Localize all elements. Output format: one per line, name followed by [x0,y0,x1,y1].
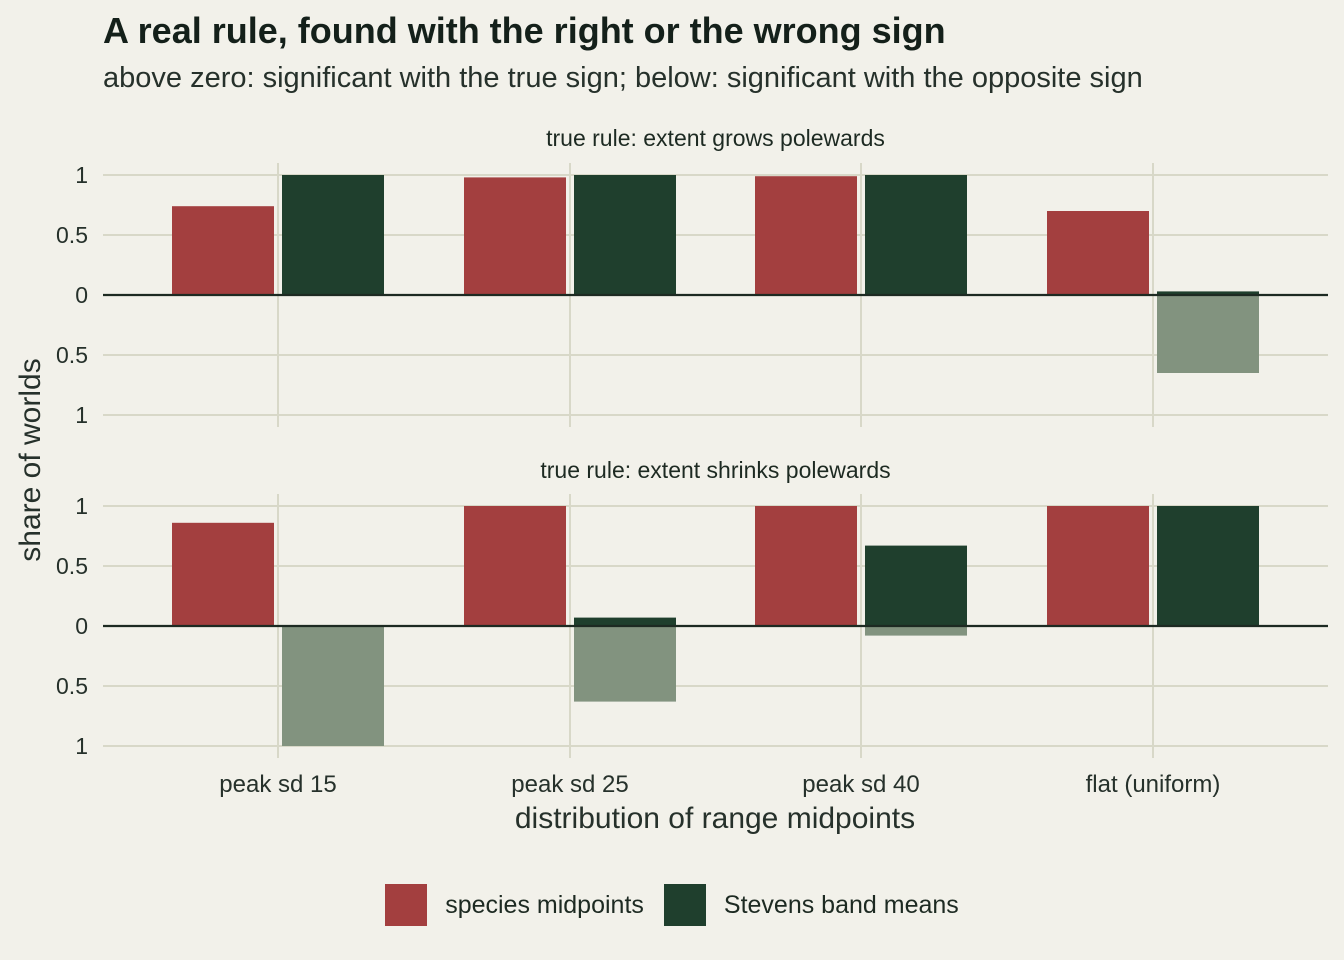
x-tick-label-peak-sd-25: peak sd 25 [511,771,628,798]
legend-label-species-midpoints: species midpoints [445,890,644,919]
faceted-bar-chart: true rule: extent grows polewards 1 0.5 0 0.… [14,125,1328,835]
x-tick-label-peak-sd-40: peak sd 40 [802,771,919,798]
panel-2-bar-species-midpoints-peak-sd-25-true-sign [464,506,566,626]
panel-2-bar-stevens-band-means-peak-sd-25-true-sign [574,617,676,626]
panel-1-y-tick-label: 1 [75,402,88,428]
chart-title: A real rule, found with the right or the… [103,10,946,51]
panel-1-y-tick-label: 0.5 [56,342,88,368]
panel-2-y-tick-label: 0.5 [56,553,88,579]
panel-2-bar-stevens-band-means-flat-uniform-true-sign [1157,506,1259,626]
panel-1-bar-species-midpoints-peak-sd-40-true-sign [755,176,857,295]
chart-subtitle: above zero: significant with the true si… [103,62,1143,94]
panel-2-bar-species-midpoints-peak-sd-15-true-sign [172,522,274,626]
panel-1-bar-stevens-band-means-peak-sd-15-true-sign [282,175,384,295]
panel-2-y-tick-label: 1 [75,493,88,519]
panel-2-y-tick-label: 0.5 [56,673,88,699]
panel-2-y-tick-label: 1 [75,733,88,759]
legend-swatch-stevens-band-means [663,884,706,926]
panel-2-strip-label: true rule: extent shrinks polewards [540,457,890,483]
panel-2-y-tick-label: 0 [75,613,88,639]
legend-item-stevens-band-means: Stevens band means [663,884,959,926]
x-axis-title: distribution of range midpoints [515,802,915,835]
legend: species midpoints Stevens band means [0,882,1344,928]
panel-2-bar-species-midpoints-peak-sd-40-true-sign [755,506,857,626]
panel-2-bar-species-midpoints-flat-uniform-true-sign [1047,506,1149,626]
y-axis-title: share of worlds [14,358,47,561]
panel-1-bar-stevens-band-means-peak-sd-40-true-sign [865,175,967,295]
legend-item-species-midpoints: species midpoints [385,884,644,926]
x-tick-label-peak-sd-15: peak sd 15 [219,771,336,798]
panel-2-bar-stevens-band-means-peak-sd-40-opposite-sign [865,626,967,636]
panel-1-bar-species-midpoints-flat-uniform-true-sign [1047,211,1149,295]
panel-2-bar-stevens-band-means-peak-sd-15-opposite-sign [282,626,384,746]
panel-1-strip-label: true rule: extent grows polewards [546,125,885,151]
panel-1-y-tick-label: 0.5 [56,222,88,248]
legend-swatch-species-midpoints [385,884,428,926]
x-tick-label-flat-uniform: flat (uniform) [1086,771,1221,798]
legend-label-stevens-band-means: Stevens band means [723,890,959,919]
panel-1-bar-stevens-band-means-peak-sd-25-true-sign [574,175,676,295]
panel-1-bar-species-midpoints-peak-sd-15-true-sign [172,206,274,295]
panel-1-y-tick-label: 0 [75,282,88,308]
panel-2-bar-stevens-band-means-peak-sd-40-true-sign [865,545,967,626]
panel-1-bar-stevens-band-means-flat-uniform-opposite-sign [1157,295,1259,373]
panel-1-bar-species-midpoints-peak-sd-25-true-sign [464,177,566,295]
panel-1-bar-stevens-band-means-flat-uniform-true-sign [1157,291,1259,295]
panel-1-y-tick-label: 1 [75,162,88,188]
panel-2-bar-stevens-band-means-peak-sd-25-opposite-sign [574,626,676,702]
